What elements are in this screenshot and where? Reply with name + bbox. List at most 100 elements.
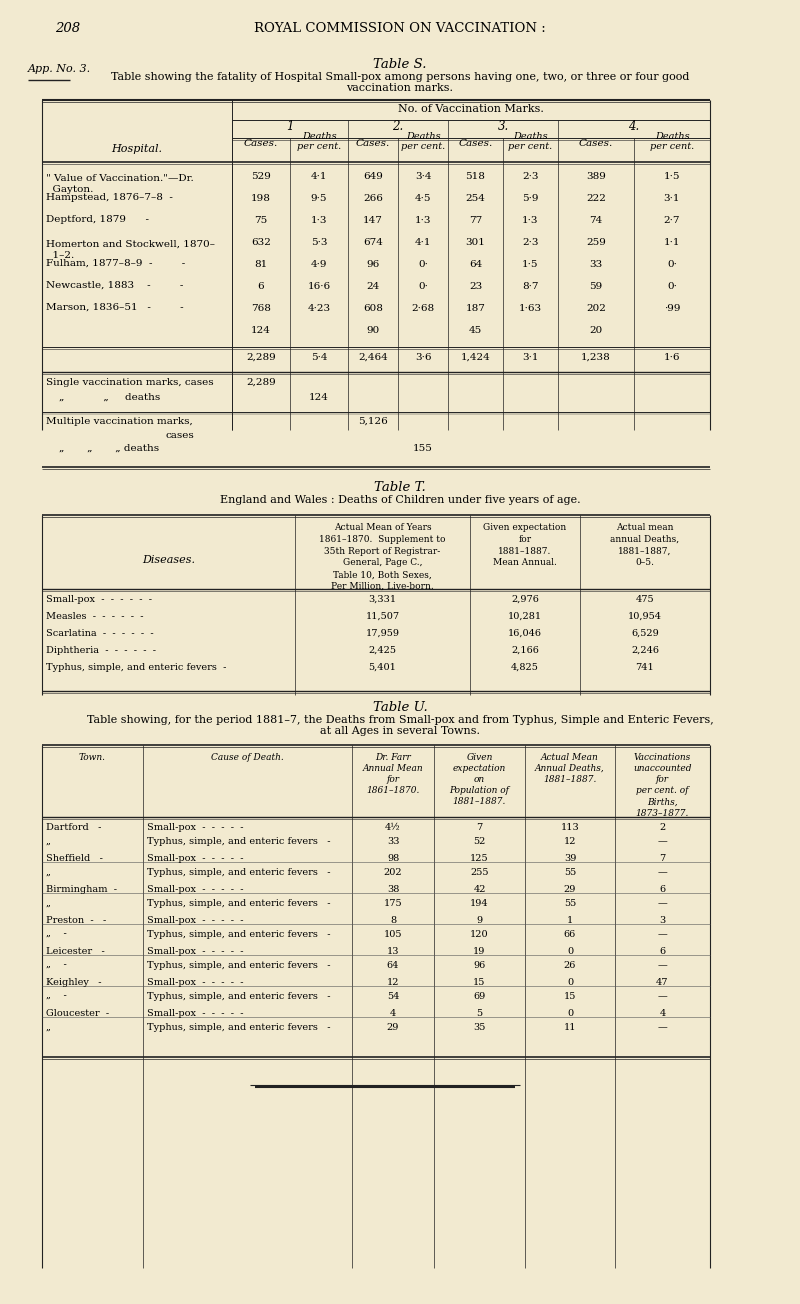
Text: Typhus, simple, and enteric fevers   -: Typhus, simple, and enteric fevers - (147, 930, 330, 939)
Text: 54: 54 (387, 992, 399, 1001)
Text: 155: 155 (413, 443, 433, 452)
Text: 4½: 4½ (385, 823, 401, 832)
Text: Typhus, simple, and enteric fevers   -: Typhus, simple, and enteric fevers - (147, 992, 330, 1001)
Text: 202: 202 (586, 304, 606, 313)
Text: 105: 105 (384, 930, 402, 939)
Text: Newcastle, 1883    -         -: Newcastle, 1883 - - (46, 280, 183, 289)
Text: 4.: 4. (628, 120, 640, 133)
Text: 96: 96 (366, 259, 380, 269)
Text: 768: 768 (251, 304, 271, 313)
Text: 4·1: 4·1 (310, 172, 327, 181)
Text: 33: 33 (590, 259, 602, 269)
Text: 1·6: 1·6 (664, 353, 680, 363)
Text: 0·: 0· (667, 259, 677, 269)
Text: 29: 29 (564, 885, 576, 895)
Text: 2: 2 (659, 823, 666, 832)
Text: 8: 8 (390, 915, 396, 925)
Text: 29: 29 (387, 1024, 399, 1031)
Text: 124: 124 (251, 326, 271, 335)
Text: Table showing the fatality of Hospital Small-pox among persons having one, two, : Table showing the fatality of Hospital S… (111, 72, 689, 82)
Text: 1·5: 1·5 (522, 259, 538, 269)
Text: 4·5: 4·5 (414, 194, 431, 203)
Text: 674: 674 (363, 239, 383, 246)
Text: 10,281: 10,281 (508, 612, 542, 621)
Text: 2·7: 2·7 (664, 216, 680, 226)
Text: Typhus, simple, and enteric fevers  -: Typhus, simple, and enteric fevers - (46, 662, 226, 672)
Text: 24: 24 (366, 282, 380, 291)
Text: No. of Vaccination Marks.: No. of Vaccination Marks. (398, 104, 544, 113)
Text: 2,976: 2,976 (511, 595, 539, 604)
Text: Dr. Farr
Annual Mean
for
1861–1870.: Dr. Farr Annual Mean for 1861–1870. (362, 752, 423, 795)
Text: Small-pox  -  -  -  -  -: Small-pox - - - - - (147, 823, 243, 832)
Text: 202: 202 (384, 868, 402, 878)
Text: 39: 39 (564, 854, 576, 863)
Text: Town.: Town. (79, 752, 106, 762)
Text: 2,464: 2,464 (358, 353, 388, 363)
Text: Hampstead, 1876–7–8  -: Hampstead, 1876–7–8 - (46, 193, 173, 202)
Text: 77: 77 (469, 216, 482, 226)
Text: „            „     deaths: „ „ deaths (46, 393, 160, 402)
Text: Marson, 1836–51   -         -: Marson, 1836–51 - - (46, 303, 184, 312)
Text: Actual mean
annual Deaths,
1881–1887,
0–5.: Actual mean annual Deaths, 1881–1887, 0–… (610, 523, 679, 567)
Text: Homerton and Stockwell, 1870–
  1–2.: Homerton and Stockwell, 1870– 1–2. (46, 240, 215, 259)
Text: 9: 9 (477, 915, 482, 925)
Text: 5: 5 (477, 1009, 482, 1018)
Text: Cases.: Cases. (579, 140, 613, 147)
Text: 208: 208 (55, 22, 80, 35)
Text: 47: 47 (656, 978, 669, 987)
Text: 98: 98 (387, 854, 399, 863)
Text: —: — (658, 898, 667, 908)
Text: 529: 529 (251, 172, 271, 181)
Text: 194: 194 (470, 898, 489, 908)
Text: 5·9: 5·9 (522, 194, 538, 203)
Text: Gloucester  -: Gloucester - (46, 1009, 109, 1018)
Text: 3·4: 3·4 (414, 172, 431, 181)
Text: 3.: 3. (498, 120, 509, 133)
Text: 6: 6 (258, 282, 264, 291)
Text: 124: 124 (309, 393, 329, 402)
Text: Deaths
per cent.: Deaths per cent. (401, 132, 445, 151)
Text: Deaths
per cent.: Deaths per cent. (297, 132, 341, 151)
Text: Deaths
per cent.: Deaths per cent. (650, 132, 694, 151)
Text: 0: 0 (567, 978, 573, 987)
Text: 69: 69 (474, 992, 486, 1001)
Text: Diseases.: Diseases. (142, 556, 195, 565)
Text: 0·: 0· (667, 282, 677, 291)
Text: 1·3: 1·3 (522, 216, 538, 226)
Text: 741: 741 (636, 662, 654, 672)
Text: „: „ (46, 868, 51, 878)
Text: Given expectation
for
1881–1887.
Mean Annual.: Given expectation for 1881–1887. Mean An… (483, 523, 566, 567)
Text: Scarlatina  -  -  -  -  -  -: Scarlatina - - - - - - (46, 629, 154, 638)
Text: 175: 175 (384, 898, 402, 908)
Text: 4,825: 4,825 (511, 662, 539, 672)
Text: 96: 96 (474, 961, 486, 970)
Text: 16,046: 16,046 (508, 629, 542, 638)
Text: 35: 35 (474, 1024, 486, 1031)
Text: 222: 222 (586, 194, 606, 203)
Text: 6: 6 (659, 947, 666, 956)
Text: 301: 301 (466, 239, 486, 246)
Text: 1·1: 1·1 (664, 239, 680, 246)
Text: 632: 632 (251, 239, 271, 246)
Text: Actual Mean of Years
1861–1870.  Supplement to
35th Report of Registrar-
General: Actual Mean of Years 1861–1870. Suppleme… (319, 523, 446, 591)
Text: 4: 4 (659, 1009, 666, 1018)
Text: England and Wales : Deaths of Children under five years of age.: England and Wales : Deaths of Children u… (220, 496, 580, 505)
Text: 10,954: 10,954 (628, 612, 662, 621)
Text: Typhus, simple, and enteric fevers   -: Typhus, simple, and enteric fevers - (147, 837, 330, 846)
Text: Small-pox  -  -  -  -  -: Small-pox - - - - - (147, 915, 243, 925)
Text: Small-pox  -  -  -  -  -: Small-pox - - - - - (147, 885, 243, 895)
Text: Dartford   -: Dartford - (46, 823, 102, 832)
Text: Diphtheria  -  -  -  -  -  -: Diphtheria - - - - - - (46, 645, 156, 655)
Text: 2·3: 2·3 (522, 172, 538, 181)
Text: Cases.: Cases. (356, 140, 390, 147)
Text: „: „ (46, 898, 51, 908)
Text: 13: 13 (386, 947, 399, 956)
Text: —: — (658, 992, 667, 1001)
Text: 254: 254 (466, 194, 486, 203)
Text: 52: 52 (474, 837, 486, 846)
Text: Single vaccination marks, cases: Single vaccination marks, cases (46, 378, 214, 387)
Text: 74: 74 (590, 216, 602, 226)
Text: 2,289: 2,289 (246, 353, 276, 363)
Text: 259: 259 (586, 239, 606, 246)
Text: 0: 0 (567, 947, 573, 956)
